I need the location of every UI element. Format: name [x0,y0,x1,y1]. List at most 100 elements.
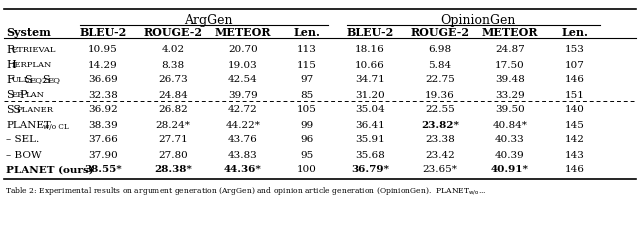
Text: 95: 95 [300,150,314,159]
Text: 14.29: 14.29 [88,60,118,69]
Text: P: P [20,90,28,100]
Text: ArgGen: ArgGen [184,14,232,26]
Text: 39.79: 39.79 [228,90,258,99]
Text: 28.24*: 28.24* [156,120,191,129]
Text: 85: 85 [300,90,314,99]
Text: 39.50: 39.50 [495,105,525,114]
Text: 34.71: 34.71 [355,75,385,84]
Text: PLANER: PLANER [17,106,54,114]
Text: 31.20: 31.20 [355,90,385,99]
Text: 115: 115 [297,60,317,69]
Text: 22.75: 22.75 [425,75,455,84]
Text: 27.80: 27.80 [158,150,188,159]
Text: PLANET (ours): PLANET (ours) [6,165,93,174]
Text: 26.73: 26.73 [158,75,188,84]
Text: 36.92: 36.92 [88,105,118,114]
Text: 35.68: 35.68 [355,150,385,159]
Text: Table 2: Experimental results on argument generation (ArgGen) and opinion articl: Table 2: Experimental results on argumen… [5,185,486,196]
Text: 26.82: 26.82 [158,105,188,114]
Text: 100: 100 [297,165,317,174]
Text: 105: 105 [297,105,317,114]
Text: 40.91*: 40.91* [491,165,529,174]
Text: H: H [6,60,16,70]
Text: 20.70: 20.70 [228,45,258,54]
Text: EP: EP [12,91,23,98]
Text: LAN: LAN [26,91,44,98]
Text: 23.82*: 23.82* [421,120,459,129]
Text: 145: 145 [565,120,585,129]
Text: 17.50: 17.50 [495,60,525,69]
Text: 36.69: 36.69 [88,75,118,84]
Text: BLEU-2: BLEU-2 [346,26,394,37]
Text: Len.: Len. [561,26,588,37]
Text: EQ2: EQ2 [29,76,48,84]
Text: ROUGE-2: ROUGE-2 [143,26,202,37]
Text: 37.90: 37.90 [88,150,118,159]
Text: 24.87: 24.87 [495,45,525,54]
Text: 23.38: 23.38 [425,135,455,144]
Text: 35.04: 35.04 [355,105,385,114]
Text: 97: 97 [300,75,314,84]
Text: 36.79*: 36.79* [351,165,389,174]
Text: BLEU-2: BLEU-2 [79,26,127,37]
Text: 8.38: 8.38 [161,60,184,69]
Text: 40.39: 40.39 [495,150,525,159]
Text: 43.76: 43.76 [228,135,258,144]
Text: 5.84: 5.84 [428,60,452,69]
Text: 24.84: 24.84 [158,90,188,99]
Text: 28.38*: 28.38* [154,165,192,174]
Text: SS: SS [6,105,21,114]
Text: 42.72: 42.72 [228,105,258,114]
Text: 6.98: 6.98 [428,45,452,54]
Text: 113: 113 [297,45,317,54]
Text: METEOR: METEOR [482,26,538,37]
Text: 27.71: 27.71 [158,135,188,144]
Text: 151: 151 [565,90,585,99]
Text: 35.91: 35.91 [355,135,385,144]
Text: METEOR: METEOR [215,26,271,37]
Text: 143: 143 [565,150,585,159]
Text: PLANET: PLANET [6,120,51,129]
Text: ETRIEVAL: ETRIEVAL [12,46,56,54]
Text: 43.83: 43.83 [228,150,258,159]
Text: 23.65*: 23.65* [422,165,458,174]
Text: 142: 142 [565,135,585,144]
Text: System: System [6,26,51,37]
Text: 10.66: 10.66 [355,60,385,69]
Text: 44.36*: 44.36* [224,165,262,174]
Text: 38.39: 38.39 [88,120,118,129]
Text: 146: 146 [565,75,585,84]
Text: F: F [6,75,13,85]
Text: 40.33: 40.33 [495,135,525,144]
Text: ROUGE-2: ROUGE-2 [410,26,470,37]
Text: ULL: ULL [12,76,29,84]
Text: 18.16: 18.16 [355,45,385,54]
Text: 44.22*: 44.22* [225,120,260,129]
Text: S: S [42,75,50,85]
Text: – BOW: – BOW [6,150,42,159]
Text: 39.48: 39.48 [495,75,525,84]
Text: w/o CL: w/o CL [43,123,68,131]
Text: 4.02: 4.02 [161,45,184,54]
Text: – SEL.: – SEL. [6,135,39,144]
Text: 19.03: 19.03 [228,60,258,69]
Text: 19.36: 19.36 [425,90,455,99]
Text: R: R [6,45,14,55]
Text: S: S [24,75,32,85]
Text: OpinionGen: OpinionGen [440,14,515,26]
Text: 37.66: 37.66 [88,135,118,144]
Text: 36.41: 36.41 [355,120,385,129]
Text: IERPLAN: IERPLAN [12,61,52,69]
Text: 38.55*: 38.55* [84,165,122,174]
Text: 96: 96 [300,135,314,144]
Text: 33.29: 33.29 [495,90,525,99]
Text: 40.84*: 40.84* [493,120,527,129]
Text: S: S [6,90,13,100]
Text: 32.38: 32.38 [88,90,118,99]
Text: 23.42: 23.42 [425,150,455,159]
Text: 153: 153 [565,45,585,54]
Text: 107: 107 [565,60,585,69]
Text: 22.55: 22.55 [425,105,455,114]
Text: Len.: Len. [294,26,321,37]
Text: 42.54: 42.54 [228,75,258,84]
